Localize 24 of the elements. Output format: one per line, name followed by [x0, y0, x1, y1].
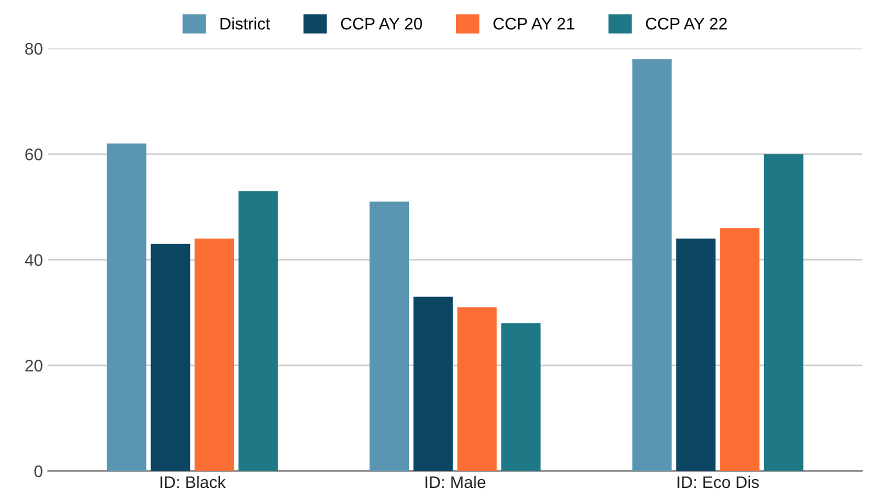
y-tick-label: 20	[25, 360, 42, 372]
legend-label: CCP AY 20	[341, 18, 422, 30]
bar	[370, 202, 409, 471]
bar	[194, 238, 234, 471]
bar	[501, 323, 541, 471]
bar	[632, 59, 672, 471]
bar	[150, 244, 190, 471]
y-tick-label: 0	[34, 465, 42, 478]
y-tick-label: 60	[25, 148, 42, 160]
x-tick-label: ID: Male	[426, 476, 486, 488]
legend-label: CCP AY 21	[493, 18, 574, 30]
bar	[413, 296, 453, 471]
bar	[457, 307, 497, 471]
x-tick-label: ID: Black	[160, 476, 226, 488]
bar	[720, 228, 760, 471]
x-tick-label: ID: Eco Dis	[678, 476, 759, 488]
legend-label: District	[220, 17, 270, 30]
bar	[106, 144, 146, 471]
bar	[238, 191, 278, 471]
legend-label: CCP AY 22	[646, 18, 727, 30]
bar	[676, 238, 716, 471]
y-tick-label: 80	[25, 42, 42, 55]
y-tick-label: 40	[24, 254, 42, 266]
bar	[764, 154, 804, 471]
